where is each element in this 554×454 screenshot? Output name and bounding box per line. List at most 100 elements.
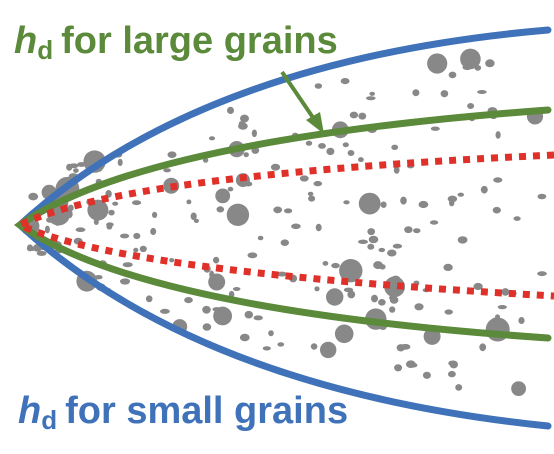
small-grain [209, 270, 215, 279]
small-grain [412, 89, 420, 97]
small-grain [440, 90, 449, 98]
small-grain [358, 112, 367, 120]
large-grain [358, 192, 381, 215]
small-grain [378, 299, 386, 306]
red-dotted-boundary-curve [11, 151, 554, 300]
small-grain [270, 163, 281, 171]
small-grain [106, 222, 114, 227]
large-grains-boundary-curve [13, 106, 552, 342]
small-grain [467, 103, 475, 109]
small-grains-boundary-curve [14, 26, 552, 430]
small-grain [391, 275, 401, 283]
small-grain [457, 192, 464, 197]
small-grain [73, 168, 79, 174]
small-grain [145, 295, 153, 303]
small-grain [405, 360, 416, 369]
large-grain [326, 288, 344, 306]
small-grain [313, 180, 323, 187]
small-grain [202, 323, 212, 331]
large-label-subscript: d [37, 35, 54, 65]
small-grain [518, 317, 525, 324]
small-grain [291, 223, 301, 230]
small-grain [247, 252, 258, 259]
small-grain [150, 227, 157, 236]
small-grain [251, 129, 257, 138]
small-grain [497, 305, 507, 310]
small-grain [163, 168, 172, 173]
small-grain [117, 158, 123, 166]
small-grain [413, 228, 421, 234]
large-grain [215, 188, 231, 204]
small-grain [491, 317, 500, 324]
small-grain [277, 342, 285, 347]
small-grain [378, 247, 386, 253]
large-grain [384, 276, 405, 298]
small-grain [305, 140, 313, 146]
small-grain [367, 243, 375, 250]
small-grain [443, 263, 453, 271]
small-grain [373, 261, 383, 270]
small-grain [343, 200, 350, 205]
small-grain [28, 192, 39, 201]
small-grain [314, 83, 323, 89]
small-grain [369, 91, 376, 96]
small-grain [227, 186, 234, 192]
small-grain [394, 364, 403, 372]
small-grain [93, 218, 99, 225]
small-grain [232, 287, 241, 291]
large-label-text: for large grains [61, 20, 338, 62]
small-grain [430, 126, 440, 131]
small-grain [193, 218, 199, 223]
small-grain [139, 245, 147, 253]
small-grain [429, 220, 439, 225]
small-grain [485, 59, 495, 68]
small-grain [480, 185, 488, 194]
small-grain [77, 162, 86, 167]
small-grain [414, 303, 424, 311]
small-grain [462, 64, 472, 71]
small-grain [280, 239, 289, 246]
small-grain [366, 96, 376, 101]
small-grain [318, 143, 326, 149]
small-grain [448, 360, 457, 366]
small-grain [262, 346, 271, 351]
small-grain [44, 225, 50, 234]
small-grain [167, 151, 177, 158]
small-grain [368, 235, 379, 244]
small-label-subscript: d [41, 405, 58, 435]
small-grain [495, 131, 501, 139]
small-grain [216, 206, 225, 213]
small-grain [244, 310, 254, 319]
small-grain [212, 307, 222, 312]
small-grain [400, 196, 407, 205]
small-grain [132, 200, 142, 206]
small-grain [331, 262, 340, 269]
small-grain [133, 247, 139, 253]
small-grain [447, 195, 458, 203]
small-grains-label: hd for small grains [18, 390, 349, 433]
small-grain [299, 175, 309, 182]
small-grain [380, 201, 387, 208]
small-grain [240, 114, 249, 123]
small-grain [422, 371, 431, 379]
small-grain [67, 204, 74, 212]
small-grain [211, 285, 222, 290]
small-grain [169, 258, 175, 263]
small-grain [184, 297, 193, 304]
small-grain [243, 152, 249, 158]
small-grain [36, 250, 47, 256]
small-grain [75, 227, 86, 232]
small-label-text: for small grains [65, 390, 349, 432]
small-grain [493, 177, 503, 183]
small-grain [238, 120, 246, 127]
small-grain [358, 239, 368, 244]
small-grain [208, 136, 216, 141]
small-grain [444, 309, 453, 315]
small-grain [473, 282, 483, 291]
small-grain [387, 249, 397, 257]
small-grain [342, 142, 349, 148]
small-grain [120, 233, 130, 239]
small-label-symbol: h [18, 390, 42, 432]
label-pointer-arrow [280, 70, 324, 134]
small-grain [239, 333, 250, 342]
